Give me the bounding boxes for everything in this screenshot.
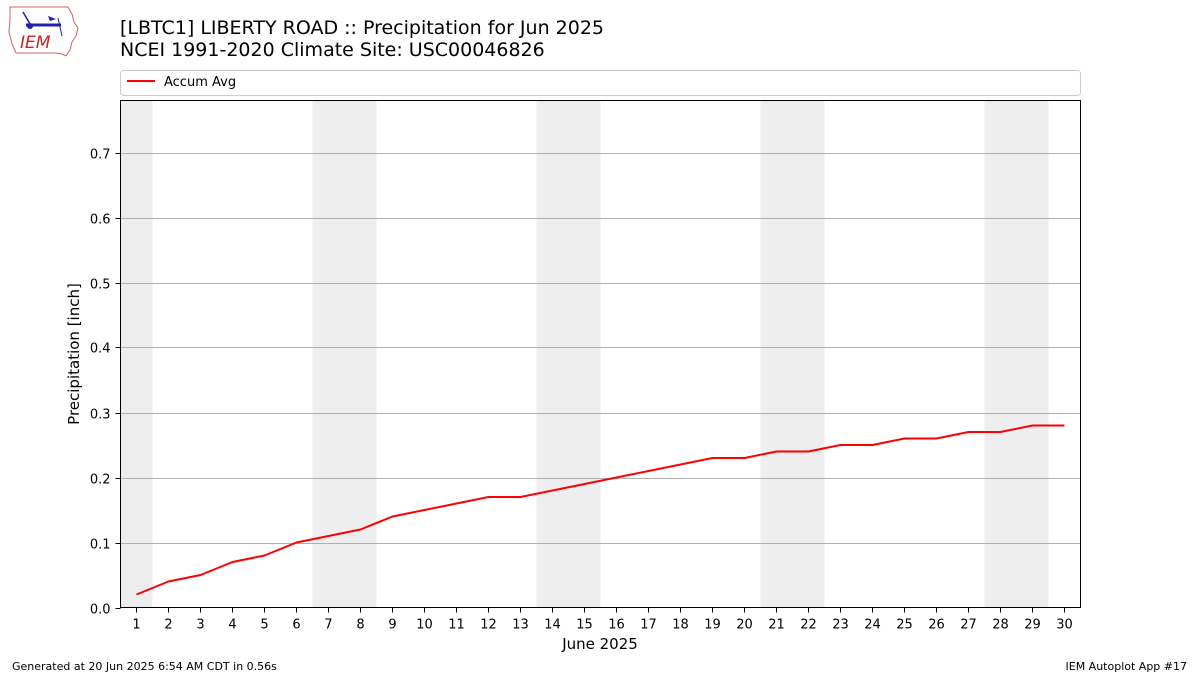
x-tick-label: 29 <box>1024 618 1041 633</box>
weekend-band <box>792 100 825 608</box>
x-tick-label: 6 <box>292 618 300 633</box>
title-line-2: NCEI 1991-2020 Climate Site: USC00046826 <box>120 39 545 61</box>
x-tick-label: 14 <box>544 618 561 633</box>
x-tick-label: 3 <box>196 618 204 633</box>
x-axis-label: June 2025 <box>561 635 638 653</box>
y-axis: 0.0 0.1 0.2 0.3 0.4 0.5 0.6 0.7 <box>90 148 121 618</box>
y-tick-label: 0.2 <box>90 473 111 488</box>
x-tick-label: 21 <box>768 618 785 633</box>
y-axis-label: Precipitation [inch] <box>65 283 83 425</box>
x-tick-label: 17 <box>640 618 657 633</box>
x-tick-label: 18 <box>672 618 689 633</box>
legend-label: Accum Avg <box>164 75 236 90</box>
y-tick-label: 0.6 <box>90 213 111 228</box>
y-tick-label: 0.7 <box>90 148 111 163</box>
x-tick-label: 7 <box>324 618 332 633</box>
x-tick-label: 20 <box>736 618 753 633</box>
weekend-band <box>984 100 1017 608</box>
x-tick-label: 26 <box>928 618 945 633</box>
x-tick-label: 23 <box>832 618 849 633</box>
y-tick-label: 0.0 <box>90 603 111 618</box>
x-tick-label: 15 <box>576 618 593 633</box>
x-tick-label: 19 <box>704 618 721 633</box>
x-tick-label: 8 <box>356 618 364 633</box>
x-tick-label: 5 <box>260 618 268 633</box>
x-tick-label: 30 <box>1056 618 1073 633</box>
x-tick-label: 4 <box>228 618 236 633</box>
weekend-band <box>760 100 793 608</box>
x-tick-label: 27 <box>960 618 977 633</box>
x-tick-label: 16 <box>608 618 625 633</box>
weekend-band <box>312 100 345 608</box>
iem-logo: IEM <box>6 4 82 64</box>
x-tick-label: 1 <box>132 618 140 633</box>
x-tick-label: 12 <box>480 618 497 633</box>
weekend-band <box>1016 100 1049 608</box>
grid-lines <box>120 153 1081 544</box>
weekend-bands <box>120 100 1049 608</box>
y-tick-label: 0.5 <box>90 278 111 293</box>
weekend-band <box>120 100 153 608</box>
x-tick-label: 9 <box>388 618 396 633</box>
y-tick-label: 0.4 <box>90 342 111 357</box>
x-tick-label: 22 <box>800 618 817 633</box>
x-tick-label: 10 <box>416 618 433 633</box>
series-group <box>136 424 1065 596</box>
y-tick-label: 0.3 <box>90 408 111 423</box>
x-tick-label: 28 <box>992 618 1009 633</box>
x-tick-label: 11 <box>448 618 465 633</box>
legend: Accum Avg <box>120 70 1081 96</box>
legend-frame <box>120 70 1081 96</box>
y-tick-label: 0.1 <box>90 538 111 553</box>
x-tick-label: 13 <box>512 618 529 633</box>
weekend-band <box>568 100 601 608</box>
plot-frame <box>120 100 1081 608</box>
logo-text: IEM <box>20 33 51 53</box>
chart-title: [LBTC1] LIBERTY ROAD :: Precipitation fo… <box>120 17 604 61</box>
app-label: IEM Autoplot App #17 <box>1065 660 1188 673</box>
weekend-band <box>344 100 377 608</box>
x-tick-label: 24 <box>864 618 881 633</box>
x-axis: 1 2 3 4 5 6 7 8 9 10 11 12 13 14 15 16 17 18 19 20 21 22 23 24 2… <box>132 607 1073 633</box>
series-line-accum-avg <box>136 424 1065 596</box>
x-tick-label: 2 <box>164 618 172 633</box>
x-tick-label: 25 <box>896 618 913 633</box>
title-line-1: [LBTC1] LIBERTY ROAD :: Precipitation fo… <box>120 17 605 39</box>
weekend-band <box>536 100 569 608</box>
generated-timestamp: Generated at 20 Jun 2025 6:54 AM CDT in … <box>12 660 277 673</box>
